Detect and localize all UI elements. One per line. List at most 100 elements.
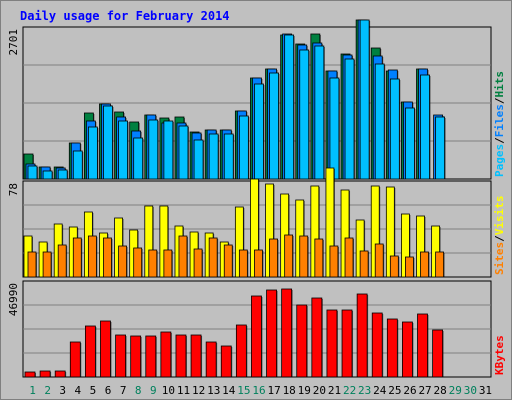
bar-pages-day-14: [223, 133, 234, 180]
bar-pages-day-10: [163, 120, 174, 180]
bar-sites-day-15: [238, 249, 248, 278]
bar-pages-day-27: [420, 74, 430, 180]
panel-top-max-label: 2701: [7, 29, 20, 56]
x-tick-label: 16: [252, 384, 265, 397]
bar-kbytes-day-27: [417, 313, 428, 378]
panel-top: 2701 Pages/Files/Hits: [7, 19, 506, 180]
bar-sites-day-9: [148, 249, 158, 278]
bar-kbytes-day-21: [326, 309, 338, 378]
panel-mid-legend: Sites/Visits: [493, 196, 506, 276]
legend-separator: /: [493, 97, 506, 104]
bar-pages-day-24: [374, 63, 385, 180]
panel-bot-max-label: 46990: [7, 283, 20, 316]
bar-kbytes-day-23: [356, 293, 368, 378]
x-tick-label: 9: [150, 384, 157, 397]
legend-kbytes: KBytes: [493, 335, 506, 375]
bar-sites-day-24: [374, 243, 384, 278]
bar-kbytes-day-6: [100, 320, 111, 378]
x-tick-label: 6: [105, 384, 112, 397]
bar-sites-day-25: [389, 255, 399, 278]
bar-kbytes-day-26: [402, 321, 413, 378]
bar-sites-day-14: [223, 244, 233, 278]
bar-pages-day-21: [329, 77, 340, 180]
x-tick-label: 12: [192, 384, 205, 397]
bar-kbytes-day-8: [130, 335, 142, 378]
x-tick-label: 3: [59, 384, 66, 397]
x-tick-label: 4: [75, 384, 82, 397]
bar-sites-day-2: [42, 251, 52, 278]
bar-sites-day-4: [72, 237, 82, 278]
bar-kbytes-day-10: [160, 331, 172, 378]
bar-kbytes-day-4: [69, 341, 81, 378]
x-tick-label: 7: [120, 384, 127, 397]
bar-kbytes-day-18: [281, 288, 293, 378]
bar-pages-day-4: [72, 150, 83, 180]
panel-mid: 78 Sites/Visits: [7, 167, 506, 278]
bar-pages-day-6: [103, 105, 113, 180]
legend-hits: Hits: [493, 71, 506, 98]
bar-pages-day-2: [42, 170, 53, 180]
bar-pages-day-22: [344, 58, 355, 180]
legend-files: Files: [493, 104, 506, 137]
bar-sites-day-1: [27, 251, 37, 278]
bar-pages-day-15: [238, 115, 249, 180]
bar-kbytes-day-1: [24, 371, 36, 378]
x-tick-label: 18: [283, 384, 296, 397]
bar-kbytes-day-24: [371, 312, 383, 378]
x-tick-label: 25: [388, 384, 401, 397]
x-tick-label: 17: [267, 384, 280, 397]
chart-title: Daily usage for February 2014: [20, 9, 230, 23]
bar-kbytes-day-20: [311, 297, 323, 378]
bar-sites-day-28: [435, 251, 445, 278]
x-tick-label: 13: [207, 384, 220, 397]
bar-pages-day-28: [435, 116, 446, 180]
bar-kbytes-day-5: [84, 325, 96, 378]
bar-pages-day-1: [27, 165, 38, 180]
bar-sites-day-20: [314, 238, 324, 278]
legend-visits: Visits: [493, 196, 506, 236]
x-tick-label: 11: [177, 384, 190, 397]
x-tick-label: 14: [222, 384, 236, 397]
bar-sites-day-21: [329, 245, 339, 278]
bar-sites-day-13: [208, 237, 218, 278]
x-tick-label: 8: [135, 384, 142, 397]
x-tick-label: 27: [418, 384, 431, 397]
panel-mid-max-label: 78: [7, 183, 20, 196]
x-tick-label: 15: [237, 384, 250, 397]
panel-bot: 46990 KBytes: [7, 280, 506, 378]
bar-kbytes-day-17: [266, 289, 277, 378]
bar-sites-day-27: [420, 251, 429, 278]
bar-sites-day-6: [103, 237, 112, 278]
bar-kbytes-day-28: [432, 329, 444, 378]
bar-pages-day-23: [359, 19, 370, 180]
bar-pages-day-12: [193, 139, 204, 180]
bar-kbytes-day-15: [235, 324, 247, 378]
x-tick-label: 2: [44, 384, 51, 397]
x-tick-label: 21: [328, 384, 341, 397]
legend-sites: Sites: [493, 242, 506, 275]
x-tick-label: 24: [373, 384, 387, 397]
bar-kbytes-day-3: [54, 370, 66, 378]
bar-kbytes-day-19: [296, 304, 308, 378]
bar-sites-day-26: [405, 256, 414, 278]
x-tick-label: 23: [358, 384, 371, 397]
bar-sites-day-7: [118, 245, 127, 278]
bar-kbytes-day-7: [115, 334, 126, 378]
bar-pages-day-20: [314, 45, 325, 180]
bar-sites-day-18: [284, 234, 294, 278]
bar-pages-day-16: [254, 83, 264, 180]
x-tick-label: 1: [29, 384, 36, 397]
bar-pages-day-19: [299, 49, 310, 180]
bar-kbytes-day-2: [39, 370, 51, 378]
panel-top-legend: Pages/Files/Hits: [493, 71, 506, 177]
bar-pages-day-9: [148, 119, 159, 180]
bar-kbytes-day-22: [341, 309, 353, 378]
x-tick-label: 20: [313, 384, 326, 397]
legend-separator: /: [493, 235, 506, 242]
x-tick-label: 29: [449, 384, 462, 397]
bar-pages-day-18: [284, 34, 295, 180]
x-tick-label: 26: [403, 384, 416, 397]
bar-sites-day-3: [57, 244, 67, 278]
x-tick-label: 30: [464, 384, 477, 397]
